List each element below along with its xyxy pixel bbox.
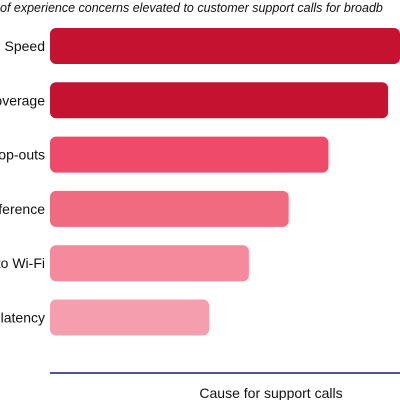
category-labels-group: Speed overage op-outs ference to Wi-Fi latenc… (0, 38, 45, 326)
bar-4 (50, 245, 249, 282)
x-axis-title: Cause for support calls (199, 385, 342, 400)
bars-group (50, 28, 400, 336)
category-label-5: latency (1, 310, 45, 326)
bar-2 (50, 136, 329, 173)
bar-5 (50, 299, 210, 336)
category-label-2: op-outs (0, 147, 45, 163)
chart-title: of experience concerns elevated to custo… (0, 1, 383, 15)
category-label-1: overage (0, 92, 45, 108)
category-label-4: to Wi-Fi (0, 255, 45, 271)
bar-0 (50, 28, 400, 64)
category-label-0: Speed (5, 38, 45, 54)
bar-3 (50, 190, 289, 227)
category-label-3: ference (0, 201, 45, 217)
bar-1 (50, 82, 389, 119)
